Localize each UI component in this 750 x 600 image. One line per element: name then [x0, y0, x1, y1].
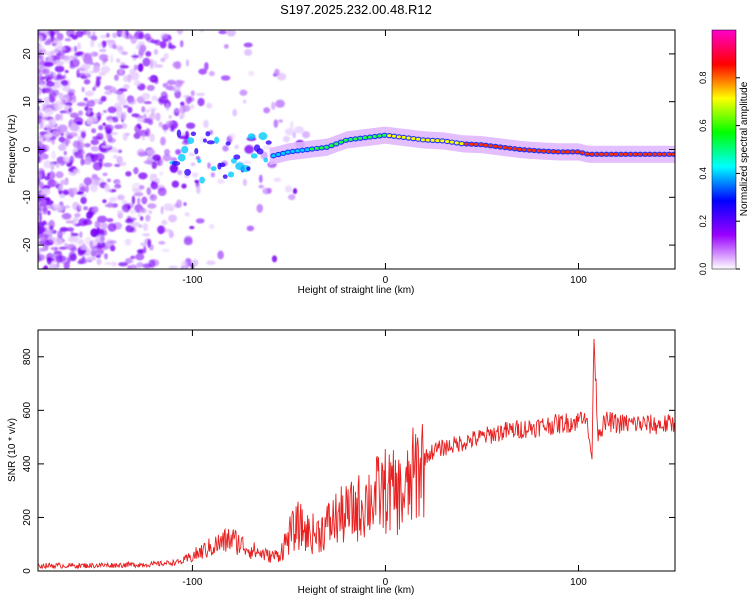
heatmap-layer [38, 30, 675, 269]
spectrogram-y-tick-label: -20 [22, 237, 33, 252]
figure-title: S197.2025.232.00.48.R12 [280, 2, 432, 17]
colorbar-label: Normalized spectral amplitude [739, 81, 750, 216]
spectrogram-y-tick-label: 0 [22, 146, 33, 152]
snr-y-label: SNR (10 * v/v) [7, 418, 18, 482]
snr-frame [37, 329, 676, 572]
snr-x-tick-label: 100 [570, 577, 587, 588]
snr-series-line [38, 338, 675, 570]
heatmap-ridge [169, 126, 675, 184]
snr-line-layer [38, 338, 675, 570]
snr-y-tick-label: 400 [22, 455, 33, 472]
heatmap-noise [38, 30, 311, 269]
snr-panel: -100 0 100 0 200 400 600 800 Height of straigh… [7, 329, 676, 596]
spectrogram-y-tick-label: -10 [22, 190, 33, 205]
snr-x-axis: -100 0 100 [182, 330, 587, 588]
colorbar: 0.0 0.2 0.4 0.6 0.8 Normalized spectral ampl… [698, 29, 750, 276]
colorbar-tick-label: 0.0 [698, 263, 708, 276]
colorbar-ticks: 0.0 0.2 0.4 0.6 0.8 [698, 72, 740, 276]
spectrogram-y-axis: -20 -10 0 10 20 [22, 48, 675, 252]
colorbar-tick-label: 0.8 [698, 72, 708, 85]
snr-y-tick-label: 800 [22, 348, 33, 365]
spectrogram-y-tick-label: 10 [22, 96, 33, 108]
snr-y-tick-label: 0 [22, 568, 33, 574]
colorbar-gradient-bar [711, 29, 737, 270]
colorbar-tick-label: 0.6 [698, 119, 708, 132]
snr-x-tick-label: 0 [383, 577, 389, 588]
snr-x-tick-label: -100 [182, 577, 202, 588]
snr-y-axis: 0 200 400 600 800 [22, 348, 675, 574]
colorbar-tick-label: 0.4 [698, 167, 708, 180]
spectrogram-x-axis: -100 0 100 [182, 30, 587, 286]
spectrogram-x-tick-label: 100 [570, 275, 587, 286]
snr-y-tick-label: 200 [22, 509, 33, 526]
spectrogram-x-tick-label: -100 [182, 275, 202, 286]
spectrogram-y-label: Frequency (Hz) [7, 115, 18, 184]
spectrogram-y-tick-label: 20 [22, 48, 33, 60]
snr-y-tick-label: 600 [22, 402, 33, 419]
snr-x-label: Height of straight line (km) [298, 585, 415, 596]
spectrogram-x-label: Height of straight line (km) [298, 285, 415, 296]
spectrogram-x-tick-label: 0 [383, 275, 389, 286]
colorbar-tick-label: 0.2 [698, 215, 708, 228]
